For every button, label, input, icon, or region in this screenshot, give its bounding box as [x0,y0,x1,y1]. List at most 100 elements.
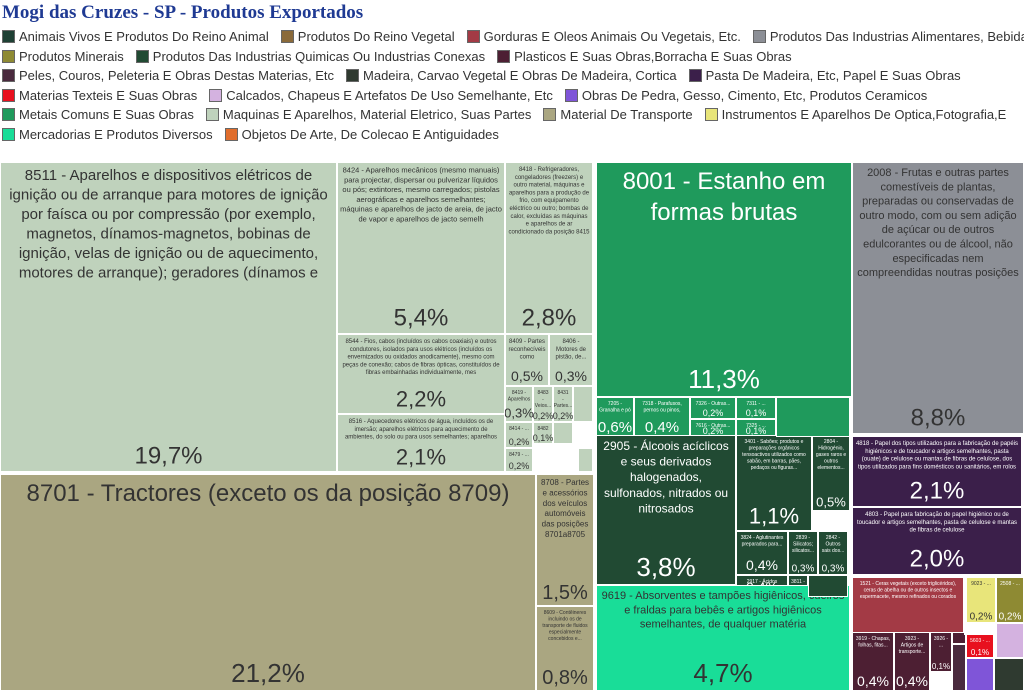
treemap-tile-value: 0,4% [746,557,778,573]
treemap-tile-value: 0,1% [746,408,767,418]
treemap-tile[interactable] [808,575,848,597]
treemap-tile-label: 2905 - Álcoois acíclicos e seus derivados… [603,438,728,515]
treemap-tile-rect [818,531,848,575]
treemap-tile[interactable]: 9023 - ... 0,2% [966,577,996,623]
legend-item[interactable]: Produtos Do Reino Vegetal [280,27,455,46]
treemap-tile-value: 5,4% [394,305,449,332]
treemap-tile-value: 0,1% [971,648,989,657]
treemap-tile[interactable]: 8419 -Aparelhos 0,3% [504,386,534,422]
treemap-tile[interactable]: 8431 -Partes... 0,2% [553,386,574,422]
treemap-tile[interactable] [952,632,966,644]
legend-item[interactable]: Obras De Pedra, Gesso, Cimento, Etc, Pro… [564,86,927,105]
treemap-tile[interactable]: 8609 - Contêineres incluindo os de transpo… [536,606,594,691]
treemap-tile[interactable]: 8479 - ... 0,2% [505,448,533,472]
treemap-tile[interactable]: 7325 - ...0,1% [736,419,776,437]
legend-item[interactable]: Maquinas E Aparelhos, Material Eletrico,… [205,105,531,124]
legend-item[interactable]: Metais Comuns E Suas Obras [2,105,194,124]
treemap-tile[interactable] [573,386,593,422]
treemap-tile[interactable]: 7311 - ...0,1% [736,397,776,419]
legend-item[interactable]: Peles, Couros, Peleteria E Obras Destas … [2,66,334,85]
treemap-tile-label: 8409 - Partes reconhecíveis como [508,339,545,361]
treemap-tile[interactable]: 3919 - Chapas, folhas, fitas... 0,4% [852,632,894,691]
treemap-tile-value: 1,5% [542,582,588,604]
treemap-tile[interactable]: 2905 - Álcoois acíclicos e seus derivados… [596,435,736,585]
treemap-tile-rect [505,162,593,334]
treemap-tile[interactable]: 3824 - Aglutinantes preparados para... 0,4… [736,531,788,575]
treemap-tile[interactable]: 8708 - Partes e acessórios dos veículos aut… [536,474,594,606]
legend-swatch [752,30,766,43]
treemap-tile[interactable]: 7616 - Outras...0,2% [690,419,736,437]
treemap-tile-rect [996,577,1024,623]
treemap-tile[interactable]: 8483 -Veios... 0,2% [533,386,554,422]
legend-item[interactable]: Objetos De Arte, De Colecao E Antiguidad… [224,125,499,144]
legend-item[interactable]: Gorduras E Oleos Animais Ou Vegetais, Et… [466,27,741,46]
treemap-tile[interactable]: 2842 -Outros sais dos... 0,3% [818,531,848,575]
treemap-tile[interactable]: 7326 - Outras...0,2% [690,397,736,419]
treemap-tile[interactable]: 4803 - Papel para fabricação de papel hi… [852,507,1022,575]
legend-swatch [688,69,702,82]
treemap-tile-value: 0,2% [553,411,574,421]
treemap-tile-rect [690,397,736,419]
treemap-tile[interactable] [994,658,1024,691]
legend-item[interactable]: Produtos Das Industrias Alimentares, Beb… [752,27,1024,46]
treemap-tile-label: 8414 - ... [509,426,529,432]
treemap-tile[interactable]: 7318 - Parafusos, pernos ou pinos, 0,4% [634,397,690,437]
treemap-tile[interactable]: 2839 -Silicatos; silicatos... 0,3% [788,531,818,575]
treemap-tile[interactable] [776,397,850,437]
treemap-tile[interactable] [1022,434,1024,436]
legend-item[interactable]: Material De Transporte [543,105,693,124]
treemap-tile-label: 4803 - Papel para fabricação de papel hi… [857,512,1017,534]
legend-label: Produtos Das Industrias Alimentares, Beb… [769,29,1024,44]
legend-item[interactable]: Produtos Das Industrias Quimicas Ou Indu… [135,47,485,66]
legend-item[interactable]: Madeira, Carvao Vegetal E Obras De Madei… [346,66,677,85]
treemap-tile-value: 0,2% [703,408,724,418]
treemap-tile[interactable] [966,658,994,691]
treemap-tile[interactable]: 3401 - Sabões; produtos e preparações org… [736,435,812,531]
treemap-tile[interactable]: 8511 - Aparelhos e dispositivos elétrico… [0,162,337,472]
treemap-tile[interactable] [964,577,966,635]
treemap-tile-label: 8516 - Aquecedores elétricos de água, in… [345,419,497,441]
legend-item[interactable]: Pasta De Madeira, Etc, Papel E Suas Obra… [688,66,961,85]
treemap-tile-label: 8482 [537,426,548,432]
treemap-tile[interactable]: 8701 - Tractores (exceto os da posição 8… [0,474,536,691]
treemap-tile[interactable]: 8409 - Partes reconhecíveis como 0,5% [505,334,549,386]
treemap-tile[interactable]: 9619 - Absorventes e tampões higiênicos,… [596,585,850,691]
treemap-tile-value: 0,8% [542,667,588,689]
legend-item[interactable]: Produtos Minerais [2,47,124,66]
treemap-tile[interactable]: 8001 - Estanho em formas brutas 11,3% [596,162,852,397]
legend-item[interactable]: Materias Texteis E Suas Obras [2,86,197,105]
treemap-tile-rect [0,474,536,691]
treemap-tile[interactable] [578,448,593,472]
treemap-tile-rect [966,634,994,658]
treemap-tile[interactable]: 8418 - Refrigeradores, congeladores (free… [505,162,593,334]
treemap-tile-rect [996,623,1024,658]
treemap-tile[interactable]: 8516 - Aquecedores elétricos de água, in… [337,414,505,472]
treemap-tile[interactable] [996,623,1024,658]
treemap-tile-rect [852,162,1024,434]
treemap-tile[interactable]: 7205 -Granalha e pó 0,6% [596,397,634,437]
treemap-tile[interactable]: 8414 - ... 0,2% [505,422,533,448]
treemap-tile[interactable]: 2008 - Frutas e outras partes comestíveis… [852,162,1024,434]
treemap-tile[interactable]: 8406 -Motores de pistão, de... 0,3% [549,334,593,386]
treemap-tile[interactable] [553,422,573,444]
treemap-tile[interactable]: 8424 - Aparelhos mecânicos (mesmo manuai… [337,162,505,334]
treemap-tile-label: 5603 - ... [970,638,990,644]
legend-item[interactable]: Mercadorias E Produtos Diversos [2,125,213,144]
treemap-tile[interactable]: 4818 - Papel dos tipos utilizados para a… [852,436,1022,507]
treemap-tile[interactable]: 2804 -Hidrogénio, gases raros e outros elem… [812,435,850,511]
treemap-tile[interactable]: 8544 - Fios, cabos (incluídos os cabos c… [337,334,505,414]
treemap-tile-rect [736,435,812,531]
treemap-tile[interactable]: 5603 - ... 0,1% [966,634,994,658]
legend-item[interactable]: Calcados, Chapeus E Artefatos De Uso Sem… [209,86,553,105]
legend-item[interactable]: Plasticos E Suas Obras,Borracha E Suas O… [497,47,792,66]
treemap-tile-label: 8708 - Partes e acessórios dos veículos aut… [541,478,589,539]
treemap-tile[interactable]: 2508 - ... 0,2% [996,577,1024,623]
treemap-tile[interactable]: 3926 -... 0,1% [930,632,952,672]
treemap-tile-value: 0,2% [509,437,530,447]
legend-item[interactable]: Animais Vivos E Produtos Do Reino Animal [2,27,269,46]
treemap-tile-rect [952,632,966,644]
treemap-tile[interactable] [952,644,966,691]
treemap-tile[interactable]: 3923 -Artigos de transporte... 0,4% [894,632,930,691]
legend-item[interactable]: Instrumentos E Aparelhos De Optica,Fotog… [704,105,1006,124]
